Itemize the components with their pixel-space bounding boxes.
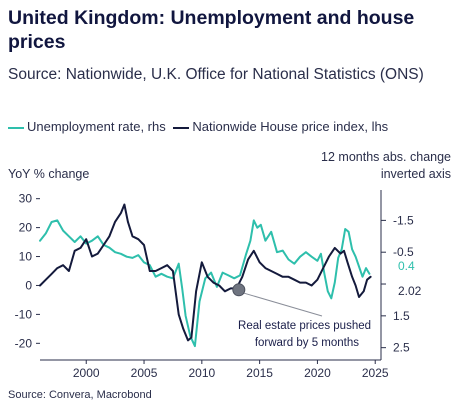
x-tick-label: 2015 <box>246 366 273 380</box>
left-tick-label: 20 <box>19 221 33 235</box>
left-tick-label: -10 <box>15 307 33 321</box>
legend-label-house-price: Nationwide House price index, lhs <box>192 119 389 134</box>
legend-item-unemployment: Unemployment rate, rhs <box>8 119 169 134</box>
x-tick-label: 2000 <box>73 366 100 380</box>
page-subtitle: Source: Nationwide, U.K. Office for Nati… <box>8 66 424 83</box>
legend-swatch-house-price <box>173 126 190 129</box>
right-tick-label: 2.5 <box>393 341 410 355</box>
annotation-line2: forward by 5 months <box>255 337 359 349</box>
left-tick-label: 10 <box>19 250 33 264</box>
chart-legend: Unemployment rate, rhs Nationwide House … <box>8 119 392 134</box>
annotation-line1: Real estate prices pushed <box>238 320 371 332</box>
current-unemployment-label: 0.4 <box>398 259 415 273</box>
house-price-index-line <box>39 203 372 342</box>
x-axis: 2000 2005 2010 2015 2020 2025 <box>73 360 389 380</box>
legend-label-unemployment: Unemployment rate, rhs <box>27 119 166 134</box>
right-axis: -1.5 -0.5 1.5 2.5 <box>381 213 414 355</box>
right-tick-label: -0.5 <box>393 245 414 259</box>
source-footer: Source: Convera, Macrobond <box>8 389 152 401</box>
left-tick-label: 30 <box>19 192 33 206</box>
legend-item-house-price: Nationwide House price index, lhs <box>173 119 388 134</box>
right-tick-label: 1.5 <box>393 309 410 323</box>
right-axis-title-line2: inverted axis <box>381 167 451 181</box>
annotation-leader-line <box>242 292 323 317</box>
right-axis-title-line1: 12 months abs. change <box>321 150 451 164</box>
left-axis: -20 -10 0 10 20 30 <box>15 192 40 350</box>
current-house-price-label: 2.02 <box>398 284 422 298</box>
left-tick-label: -20 <box>15 336 33 350</box>
left-axis-title: YoY % change <box>8 167 89 181</box>
x-tick-label: 2020 <box>304 366 331 380</box>
left-tick-label: 0 <box>25 278 32 292</box>
page-title: United Kingdom: Unemployment and house p… <box>8 7 415 53</box>
x-tick-label: 2005 <box>131 366 158 380</box>
legend-swatch-unemployment <box>8 126 24 129</box>
x-tick-label: 2010 <box>188 366 215 380</box>
x-tick-label: 2025 <box>362 366 389 380</box>
annotation-marker <box>232 283 246 297</box>
right-tick-label: -1.5 <box>393 213 414 227</box>
